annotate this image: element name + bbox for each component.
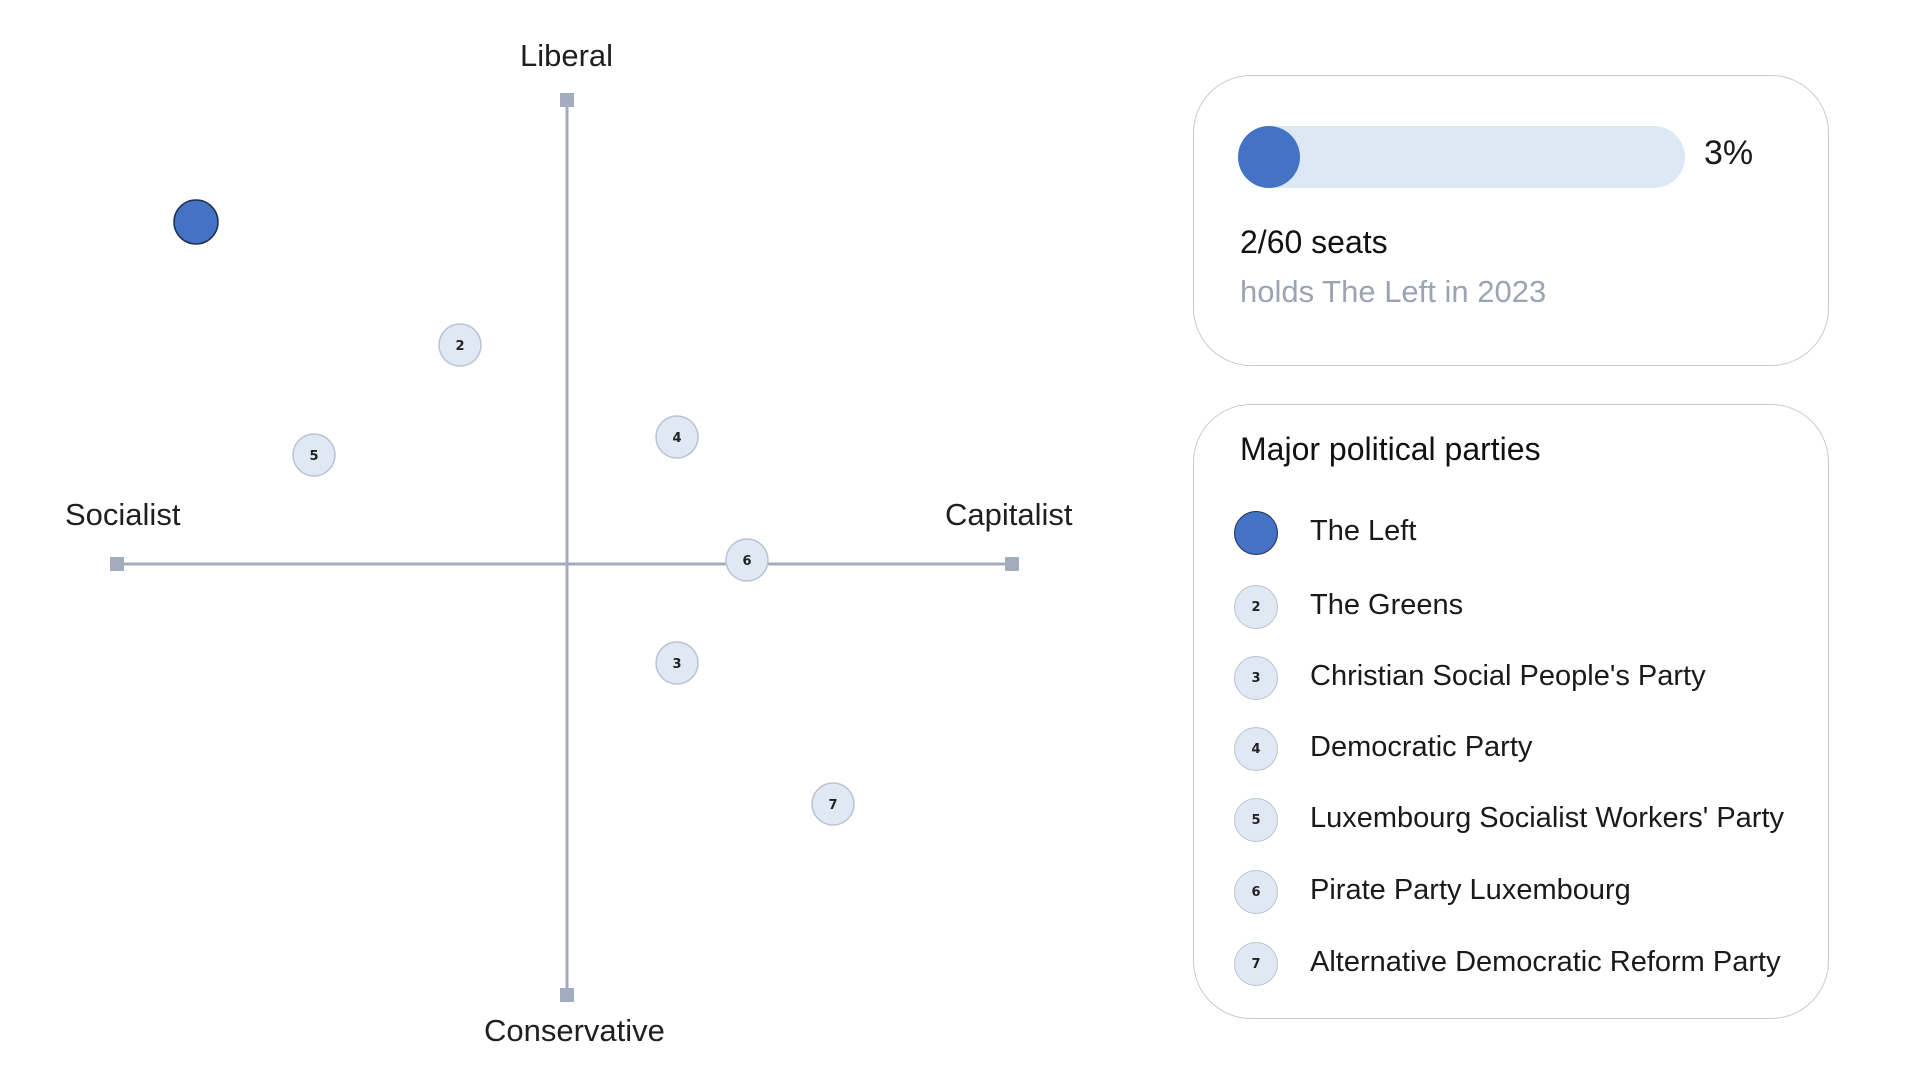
seats-card: 3% 2/60 seats holds The Left in 2023 (1193, 75, 1829, 366)
party-marker-icon: 3 (1234, 656, 1278, 700)
compass-marker-label: 4 (672, 431, 681, 446)
axis-label-socialist: Socialist (65, 497, 181, 532)
compass-marker-4: 4 (655, 415, 699, 459)
compass-marker-label: 6 (742, 554, 751, 569)
legend-item-label: Luxembourg Socialist Workers' Party (1310, 802, 1785, 834)
compass-marker-3: 3 (655, 641, 699, 685)
seats-count: 2/60 seats (1240, 224, 1388, 260)
compass-marker-label: 5 (309, 449, 318, 464)
axis-end-right (1005, 557, 1019, 571)
legend-title: Major political parties (1240, 431, 1541, 467)
compass-marker-label: 7 (828, 798, 837, 813)
legend-item-label: Christian Social People's Party (1310, 660, 1706, 692)
legend-item-label: The Left (1310, 515, 1417, 547)
legend-item-label: Democratic Party (1310, 731, 1533, 763)
axis-end-top (560, 93, 574, 107)
compass-marker-circle (173, 199, 219, 245)
compass-marker-circle (725, 538, 769, 582)
compass-marker-2: 2 (438, 323, 482, 367)
axis-label-conservative: Conservative (484, 1013, 665, 1048)
seats-subtitle: holds The Left in 2023 (1240, 274, 1547, 309)
seats-percent: 3% (1704, 134, 1754, 172)
compass-marker-7: 7 (811, 782, 855, 826)
seats-progress-track (1238, 126, 1685, 188)
compass-marker-5: 5 (292, 433, 336, 477)
compass-marker-1 (173, 199, 219, 245)
legend-card: Major political parties The Left 2 The G… (1193, 404, 1829, 1019)
axis-label-capitalist: Capitalist (945, 497, 1073, 532)
compass-marker-circle (438, 323, 482, 367)
party-marker-icon: 4 (1234, 727, 1278, 771)
compass-marker-circle (811, 782, 855, 826)
compass-marker-label: 3 (672, 657, 681, 672)
legend-item-label: The Greens (1310, 589, 1464, 621)
party-marker-icon: 2 (1234, 585, 1278, 629)
axis-label-liberal: Liberal (520, 38, 614, 73)
seats-progress-fill (1238, 126, 1300, 188)
compass-marker-circle (655, 641, 699, 685)
compass-marker-circle (292, 433, 336, 477)
party-marker-icon: 7 (1234, 942, 1278, 986)
axis-end-left (110, 557, 124, 571)
party-marker-icon: 5 (1234, 798, 1278, 842)
compass-marker-6: 6 (725, 538, 769, 582)
legend-item-label: Alternative Democratic Reform Party (1310, 946, 1781, 978)
party-marker-icon (1234, 511, 1278, 555)
party-markers: 2 3 4 5 6 7 (173, 199, 855, 826)
axis-end-bottom (560, 988, 574, 1002)
compass-marker-label: 2 (455, 339, 464, 354)
party-marker-icon: 6 (1234, 870, 1278, 914)
legend-item-label: Pirate Party Luxembourg (1310, 874, 1631, 906)
compass-marker-circle (655, 415, 699, 459)
political-compass: 2 3 4 5 6 7 (110, 93, 1019, 1002)
